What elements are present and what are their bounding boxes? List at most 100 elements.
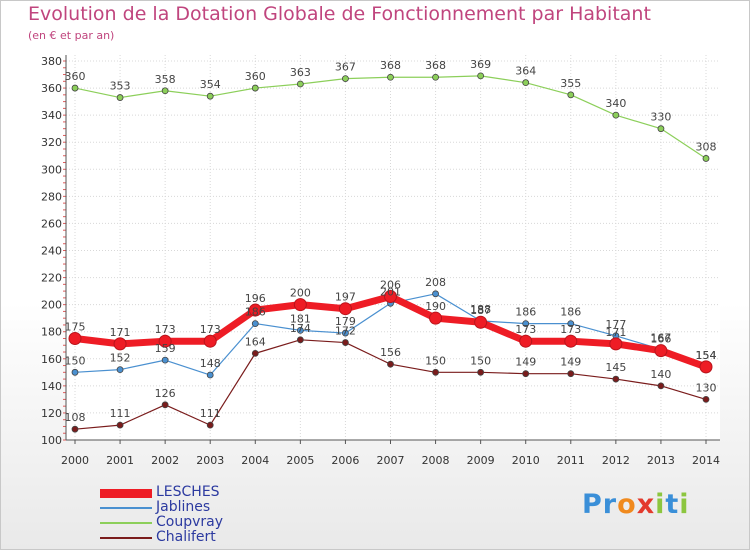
plot-background — [66, 55, 720, 440]
data-label-chalifert: 126 — [155, 387, 176, 400]
data-label-jablines: 186 — [560, 306, 581, 319]
logo-letter: x — [636, 489, 656, 520]
data-point-jablines — [116, 366, 124, 374]
data-point-jablines — [567, 320, 575, 327]
data-point-lesches — [293, 298, 307, 312]
data-point-jablines — [71, 368, 79, 376]
y-tick-label: 260 — [41, 217, 62, 230]
data-label-lesches: 173 — [515, 323, 536, 336]
data-label-lesches: 197 — [335, 291, 356, 304]
legend-label: Jablines — [156, 499, 211, 515]
data-label-coupvray: 358 — [155, 73, 176, 86]
data-label-jablines: 201 — [380, 285, 401, 298]
x-tick-label: 2002 — [151, 454, 179, 467]
data-label-jablines: 179 — [335, 315, 356, 328]
data-label-chalifert: 156 — [380, 346, 401, 359]
x-tick-label: 2004 — [241, 454, 269, 467]
data-label-coupvray: 353 — [110, 80, 131, 93]
data-label-coupvray: 363 — [290, 66, 311, 79]
data-label-jablines: 181 — [290, 312, 311, 325]
logo-letter: i — [679, 489, 690, 520]
y-tick-label: 220 — [41, 272, 62, 285]
y-tick-label: 320 — [41, 136, 62, 149]
data-point-jablines — [161, 356, 169, 364]
data-point-jablines — [296, 326, 304, 334]
data-point-coupvray — [342, 75, 349, 82]
data-point-coupvray — [522, 79, 530, 87]
data-label-lesches: 166 — [650, 333, 671, 346]
data-label-lesches: 206 — [380, 279, 401, 292]
data-label-chalifert: 140 — [650, 368, 671, 381]
data-point-chalifert — [206, 421, 214, 429]
chart-subtitle: (en € et par an) — [28, 29, 115, 42]
logo-letter: o — [617, 489, 637, 520]
data-point-coupvray — [387, 73, 394, 81]
series — [68, 72, 713, 433]
data-point-coupvray — [296, 80, 304, 88]
legend-item: LESCHES — [100, 484, 300, 501]
y-tick-label: 240 — [41, 245, 62, 258]
axes: 100 120 140 160 180 200 220 240 260 280 300 320 340 3… — [41, 55, 720, 467]
data-point-chalifert — [342, 339, 349, 346]
logo-letter: t — [665, 489, 680, 520]
data-label-jablines: 167 — [650, 331, 671, 344]
y-tick-label: 140 — [41, 380, 62, 393]
x-tick-label: 2001 — [106, 454, 134, 467]
data-label-lesches: 175 — [65, 320, 86, 333]
data-label-chalifert: 111 — [110, 407, 131, 420]
legend-swatch — [100, 507, 152, 509]
data-point-jablines — [206, 371, 214, 379]
data-point-coupvray — [116, 94, 124, 101]
data-label-coupvray: 308 — [696, 140, 717, 153]
data-point-jablines — [251, 320, 259, 327]
legend-label: Chalifert — [156, 529, 216, 545]
data-point-lesches — [519, 334, 533, 348]
data-point-lesches — [384, 290, 397, 304]
data-label-chalifert: 145 — [605, 361, 626, 374]
data-point-chalifert — [71, 425, 79, 433]
x-tick-label: 2005 — [286, 454, 314, 467]
data-point-chalifert — [432, 368, 439, 376]
data-point-lesches — [203, 334, 217, 348]
data-label-jablines: 152 — [110, 352, 131, 365]
legend-swatch — [100, 488, 152, 498]
data-label-jablines: 208 — [425, 276, 446, 289]
data-point-lesches — [68, 331, 82, 345]
proxiti-logo: Proxiti — [582, 489, 690, 520]
data-point-chalifert — [612, 375, 620, 383]
x-tick-label: 2000 — [61, 454, 89, 467]
data-label-lesches: 187 — [470, 304, 491, 317]
data-label-lesches: 190 — [425, 300, 446, 313]
data-label-chalifert: 150 — [425, 354, 446, 367]
data-point-chalifert — [387, 360, 394, 368]
data-label-coupvray: 340 — [605, 97, 626, 110]
logo-letter: P — [582, 489, 603, 520]
data-point-coupvray — [251, 84, 259, 92]
legend-swatch — [100, 537, 152, 539]
y-tick-label: 300 — [41, 163, 62, 176]
data-point-coupvray — [432, 73, 439, 81]
data-label-jablines: 150 — [65, 354, 86, 367]
data-label-chalifert: 111 — [200, 407, 221, 420]
data-label-coupvray: 369 — [470, 58, 491, 71]
data-point-coupvray — [567, 91, 575, 99]
x-tick-label: 2013 — [647, 454, 675, 467]
x-tick-label: 2014 — [692, 454, 720, 467]
data-point-lesches — [113, 337, 127, 351]
data-label-jablines: 188 — [470, 303, 491, 316]
data-label-lesches: 171 — [605, 326, 626, 339]
data-point-lesches — [654, 344, 668, 358]
data-label-coupvray: 360 — [245, 70, 266, 83]
y-tick-label: 280 — [41, 190, 62, 203]
data-point-coupvray — [657, 125, 665, 133]
data-label-lesches: 196 — [245, 292, 266, 305]
data-label-jablines: 154 — [696, 349, 717, 362]
data-point-lesches — [248, 303, 262, 317]
data-point-lesches — [338, 302, 352, 316]
data-label-lesches: 173 — [200, 323, 221, 336]
data-label-jablines: 186 — [245, 306, 266, 319]
legend-item: Coupvray — [100, 514, 300, 531]
data-point-coupvray — [477, 72, 485, 80]
data-label-jablines: 186 — [515, 306, 536, 319]
